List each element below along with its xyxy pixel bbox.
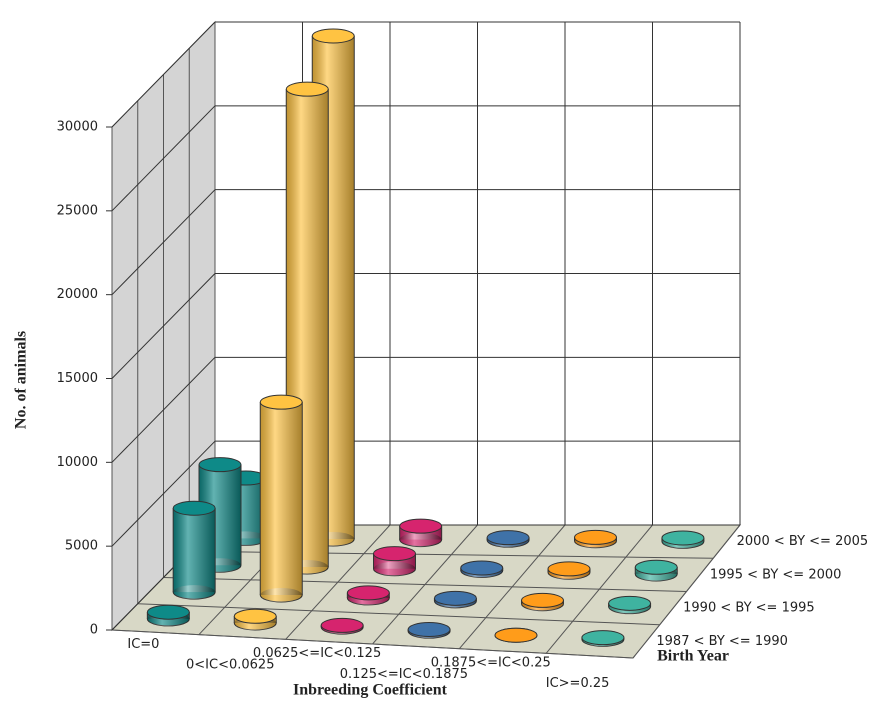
series-label: 1995 < BY <= 2000 xyxy=(710,567,842,582)
y-tick-label: 15000 xyxy=(57,371,98,386)
cylinder-shade xyxy=(260,588,303,602)
cylinder-top xyxy=(494,627,538,643)
y-tick-label: 5000 xyxy=(65,539,98,554)
grid-line xyxy=(111,440,216,547)
series-label: 1987 < BY <= 1990 xyxy=(656,634,788,649)
y-tick-label: 0 xyxy=(90,623,98,638)
cylinder-top xyxy=(172,500,216,516)
y-tick-label: 25000 xyxy=(57,203,98,218)
grid-line xyxy=(111,105,216,212)
grid-line xyxy=(111,21,216,128)
x-tick-label: 0.1875<=IC<0.25 xyxy=(431,656,551,671)
cylinder-top xyxy=(486,530,530,546)
cylinder-shade xyxy=(173,508,216,593)
grid-line xyxy=(111,273,216,379)
x-tick-label: 0.125<=IC<0.1875 xyxy=(340,667,468,682)
y-axis-title: No. of animals xyxy=(13,331,30,429)
cylinder-top xyxy=(574,529,617,545)
y-tick-label: 30000 xyxy=(57,120,98,135)
cylinder-top xyxy=(146,604,190,620)
floor-line xyxy=(163,577,687,592)
cylinder-top xyxy=(320,617,364,633)
cylinder-top xyxy=(259,394,303,410)
floor-line xyxy=(111,629,634,659)
cylinder-top xyxy=(399,518,443,534)
cylinder-top xyxy=(547,561,591,577)
cylinder-top xyxy=(285,81,329,97)
cylinder-top xyxy=(608,595,652,611)
x-axis-title: Inbreeding Coefficient xyxy=(293,682,448,699)
cylinder-shade xyxy=(260,402,303,595)
cylinder-top xyxy=(233,608,277,624)
y-tick-label: 10000 xyxy=(57,455,98,470)
x-tick-label: 0<IC<0.0625 xyxy=(186,658,274,673)
cylinder-top xyxy=(634,559,678,575)
cylinder-top xyxy=(346,585,390,601)
cylinder-top xyxy=(521,592,564,608)
series-label: 2000 < BY <= 2005 xyxy=(737,534,869,549)
cylinder-shade xyxy=(173,585,216,600)
series-label: 1990 < BY <= 1995 xyxy=(683,601,815,616)
cylinder-top xyxy=(581,630,625,646)
cylinder-shade xyxy=(399,532,442,547)
z-axis-title: Birth Year xyxy=(657,648,729,665)
grid-line xyxy=(111,189,216,296)
cylinder-top xyxy=(198,457,242,473)
y-tick-label: 20000 xyxy=(57,287,98,302)
cylinder-top xyxy=(460,560,504,576)
x-tick-label: 0.0625<=IC<0.125 xyxy=(253,646,381,661)
grid-line xyxy=(111,356,216,463)
floor-line xyxy=(137,603,660,626)
cylinder-top xyxy=(433,590,477,606)
x-tick-label: IC>=0.25 xyxy=(546,676,610,691)
cylinder-top xyxy=(373,546,416,562)
cylinder-top xyxy=(407,621,451,637)
cylinder-shade xyxy=(373,561,416,576)
cylinder-top xyxy=(311,28,355,44)
cylinder-top xyxy=(661,530,705,546)
x-tick-label: IC=0 xyxy=(127,637,159,652)
